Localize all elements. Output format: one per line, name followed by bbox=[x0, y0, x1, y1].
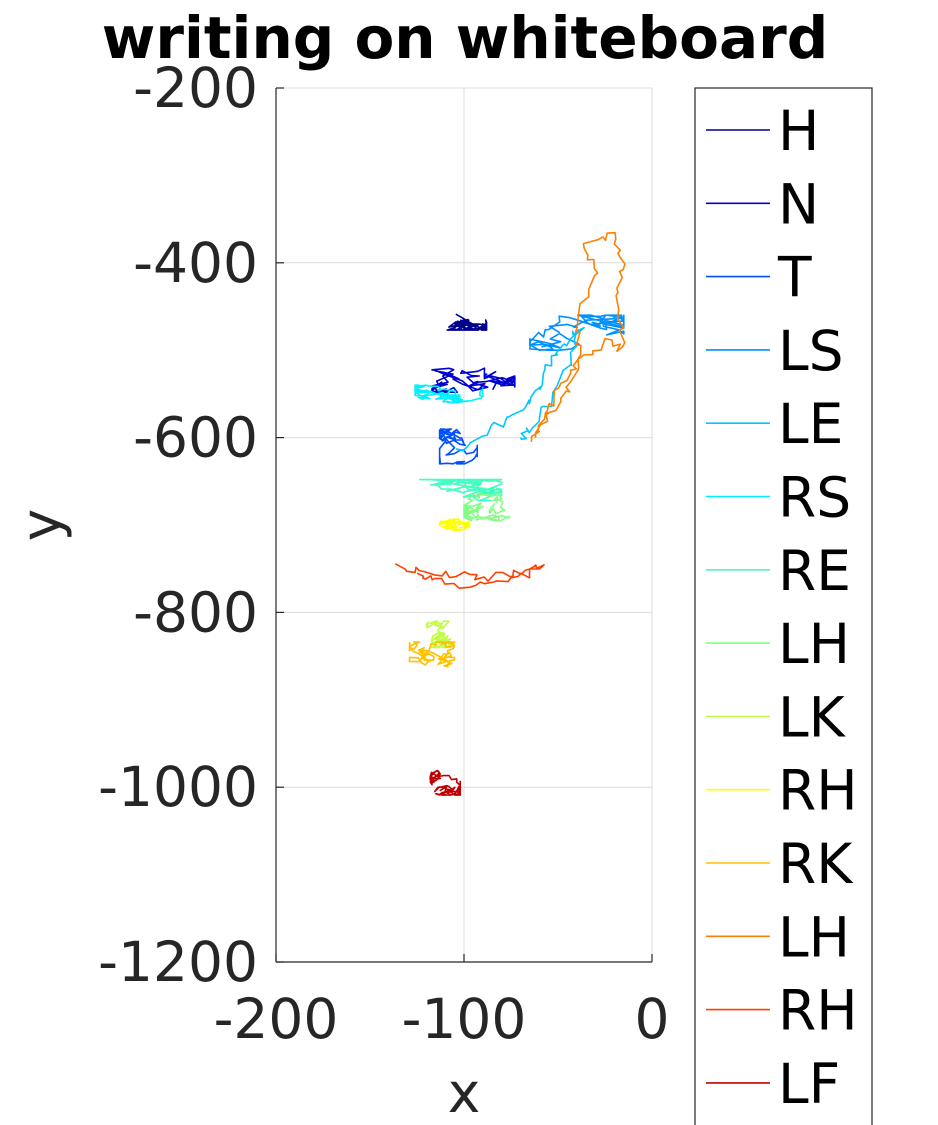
series-line-h bbox=[446, 313, 488, 331]
series-line-n bbox=[431, 367, 516, 393]
legend-entry: LH bbox=[706, 905, 850, 969]
series-line-rh bbox=[438, 518, 471, 531]
series-line-rs bbox=[414, 384, 484, 404]
legend-entry: RE bbox=[706, 539, 851, 603]
y-axis-label: y bbox=[9, 509, 73, 542]
legend-label: RH bbox=[778, 759, 858, 823]
series-line-lh bbox=[530, 231, 626, 442]
legend-label: N bbox=[778, 172, 819, 236]
legend-entry: RK bbox=[706, 832, 854, 896]
series-line-t bbox=[438, 428, 478, 465]
legend-box bbox=[694, 87, 873, 1125]
x-tick-label: -200 bbox=[214, 987, 339, 1051]
legend-entry: RS bbox=[706, 466, 851, 530]
legend-entry: RH bbox=[706, 979, 858, 1043]
legend-label: LK bbox=[778, 685, 847, 749]
legend-label: LH bbox=[778, 612, 850, 676]
legend-label: LF bbox=[778, 1052, 840, 1116]
legend-label: LS bbox=[778, 319, 844, 383]
legend: HNT LS LE RS RE LH LK RH RK LH RH LF bbox=[694, 87, 873, 1125]
y-ticks: -200 -400 -600 -800 -1000 -1200 bbox=[98, 56, 284, 994]
series-line-lf bbox=[429, 769, 461, 796]
series-line-ls bbox=[529, 314, 625, 351]
y-tick-label: -800 bbox=[133, 580, 258, 644]
legend-label: T bbox=[777, 246, 812, 310]
legend-label: RS bbox=[778, 466, 851, 530]
y-tick-label: -1000 bbox=[98, 755, 258, 819]
legend-label: RE bbox=[778, 539, 851, 603]
series-line-re bbox=[418, 478, 503, 502]
legend-entry: LH bbox=[706, 612, 850, 676]
legend-entry: LS bbox=[706, 319, 844, 383]
chart-title: writing on whiteboard bbox=[102, 4, 828, 72]
legend-label: RH bbox=[778, 979, 858, 1043]
y-tick-label: -1200 bbox=[98, 930, 258, 994]
legend-label: RK bbox=[778, 832, 854, 896]
x-tick-label: 0 bbox=[635, 987, 670, 1051]
legend-label: H bbox=[778, 99, 819, 163]
series-line-rk bbox=[408, 641, 456, 668]
legend-entry: LK bbox=[706, 685, 847, 749]
legend-entry: RH bbox=[706, 759, 858, 823]
series-line-lh bbox=[463, 493, 510, 522]
legend-entry: N bbox=[706, 172, 819, 236]
legend-label: LH bbox=[778, 905, 850, 969]
legend-entry: T bbox=[706, 246, 812, 310]
plot-area bbox=[394, 231, 626, 796]
legend-entry: LF bbox=[706, 1052, 840, 1116]
x-ticks: -200 -100 0 bbox=[214, 954, 670, 1051]
series-line-rh bbox=[394, 563, 545, 589]
x-axis-label: x bbox=[448, 1061, 481, 1125]
legend-entry: LE bbox=[706, 392, 843, 456]
legend-entry: H bbox=[706, 99, 819, 163]
y-tick-label: -600 bbox=[133, 406, 258, 470]
legend-label: LE bbox=[778, 392, 843, 456]
y-tick-label: -200 bbox=[133, 56, 258, 120]
x-tick-label: -100 bbox=[402, 987, 527, 1051]
series-line-le bbox=[455, 326, 585, 452]
y-tick-label: -400 bbox=[133, 231, 258, 295]
